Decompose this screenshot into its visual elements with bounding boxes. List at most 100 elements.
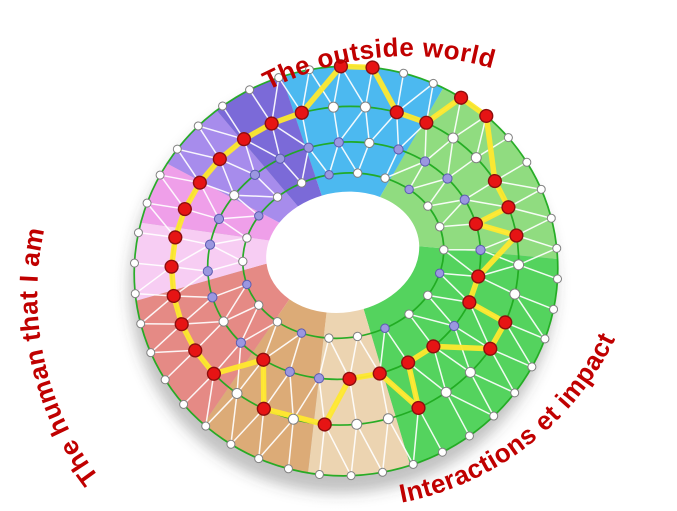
node-white xyxy=(378,467,388,477)
sector-pink-pale xyxy=(134,222,270,301)
node-red xyxy=(236,132,252,147)
node-purple xyxy=(303,142,314,153)
node-white xyxy=(287,413,299,425)
node-white xyxy=(510,388,520,398)
node-white xyxy=(352,331,363,342)
node-red xyxy=(177,201,192,217)
node-white xyxy=(245,85,255,95)
node-white xyxy=(404,309,414,319)
node-red xyxy=(501,200,516,215)
node-red xyxy=(389,105,404,120)
node-purple xyxy=(242,279,252,290)
node-purple xyxy=(434,268,445,278)
node-white xyxy=(254,454,264,464)
node-red xyxy=(264,116,279,131)
node-purple xyxy=(393,144,404,155)
node-red xyxy=(509,228,524,243)
node-white xyxy=(231,387,243,399)
node-white xyxy=(346,471,356,481)
node-white xyxy=(193,121,203,131)
node-white xyxy=(304,65,314,75)
node-white xyxy=(201,421,211,431)
node-white xyxy=(439,245,449,255)
node-purple xyxy=(249,169,261,180)
node-red xyxy=(468,216,484,231)
node-white xyxy=(536,184,546,194)
node-white xyxy=(133,228,143,238)
node-purple xyxy=(459,194,470,205)
node-red xyxy=(212,152,227,167)
node-white xyxy=(509,288,521,300)
node-white xyxy=(522,157,532,167)
node-red xyxy=(426,339,441,354)
node-white xyxy=(382,413,394,425)
node-white xyxy=(364,137,375,149)
node-white xyxy=(314,469,324,479)
node-red xyxy=(462,295,477,310)
node-white xyxy=(437,447,447,457)
node-red xyxy=(256,352,271,367)
node-white xyxy=(549,304,559,314)
node-white xyxy=(428,78,438,88)
node-white xyxy=(129,258,139,268)
node-white xyxy=(552,243,562,253)
node-red xyxy=(365,60,380,75)
node-purple xyxy=(202,266,213,277)
node-white xyxy=(327,101,339,113)
node-purple xyxy=(213,213,225,225)
node-white xyxy=(229,190,240,201)
node-white xyxy=(218,101,228,111)
node-purple xyxy=(235,337,246,348)
node-white xyxy=(226,439,236,449)
node-white xyxy=(146,348,156,358)
node-white xyxy=(503,133,513,143)
node-white xyxy=(408,459,418,469)
node-white xyxy=(380,173,390,183)
node-red xyxy=(372,366,387,381)
node-white xyxy=(296,178,307,188)
node-white xyxy=(272,192,283,202)
node-red xyxy=(206,366,222,381)
node-white xyxy=(136,319,146,329)
node-red xyxy=(294,105,309,120)
node-white xyxy=(142,198,152,208)
node-red xyxy=(164,259,179,274)
node-red xyxy=(166,288,181,304)
node-white xyxy=(359,101,371,113)
node-red xyxy=(479,108,494,124)
node-white xyxy=(447,132,459,144)
node-purple xyxy=(254,211,264,221)
node-white xyxy=(423,201,433,211)
node-white xyxy=(351,418,363,430)
node-red xyxy=(419,115,434,130)
node-white xyxy=(254,300,264,310)
node-purple xyxy=(404,184,414,195)
label-human-that-i-am: The human that I am xyxy=(13,225,104,492)
wheel-hole xyxy=(247,171,439,333)
node-red xyxy=(333,59,349,74)
node-red xyxy=(471,269,486,284)
node-white xyxy=(160,375,170,385)
sector-indigo xyxy=(216,76,322,207)
node-white xyxy=(172,144,182,154)
node-white xyxy=(540,334,550,344)
node-white xyxy=(283,464,293,474)
node-purple xyxy=(442,173,453,184)
sector-tan-light xyxy=(307,309,411,476)
node-white xyxy=(553,274,563,284)
node-purple xyxy=(313,373,325,384)
node-purple xyxy=(204,239,216,250)
node-purple xyxy=(324,170,334,180)
node-white xyxy=(470,152,482,164)
node-red xyxy=(487,173,502,189)
node-white xyxy=(352,168,363,178)
node-white xyxy=(274,73,284,83)
node-white xyxy=(272,317,283,327)
node-red xyxy=(342,371,357,386)
node-white xyxy=(440,386,452,398)
wheel-group xyxy=(129,59,563,494)
node-purple xyxy=(419,156,431,167)
node-white xyxy=(155,170,165,180)
